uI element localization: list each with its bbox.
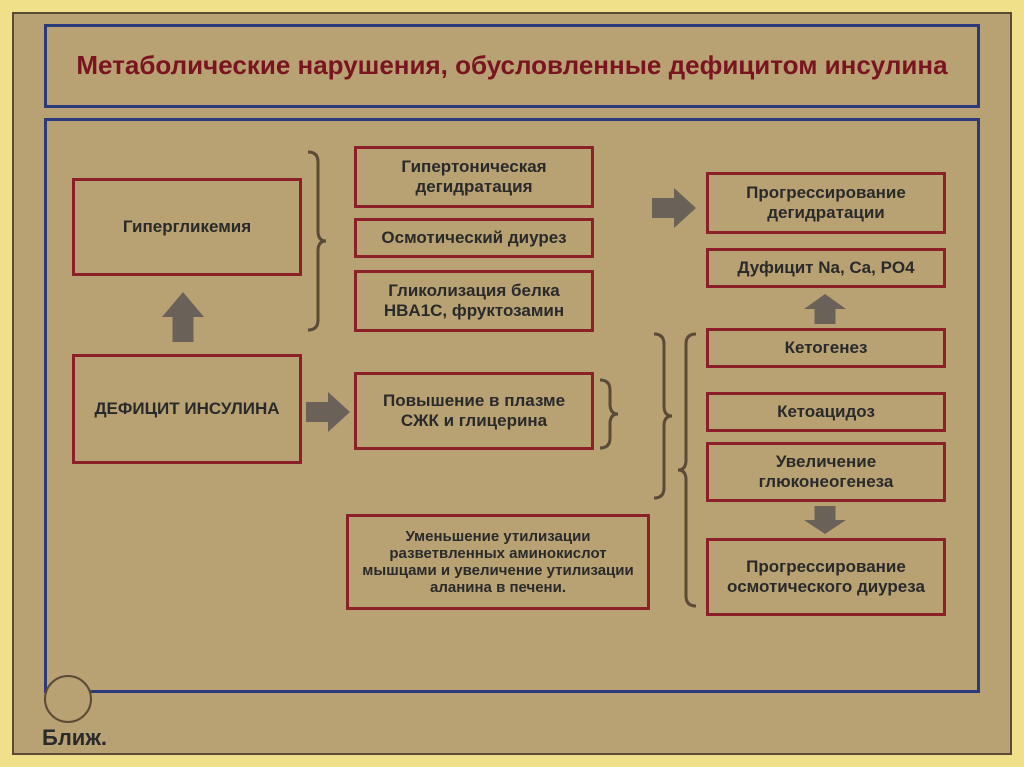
node-label: Кетоацидоз — [777, 402, 875, 422]
node-label: Увеличение глюконеогенеза — [717, 452, 935, 491]
node-label: Кетогенез — [785, 338, 868, 358]
page-outer: Метаболические нарушения, обусловленные … — [0, 0, 1024, 767]
node-glycation: Гликолизация белка HBA1C, фруктозамин — [354, 270, 594, 332]
node-hyperglycemia: Гипергликемия — [72, 178, 302, 276]
node-label: Уменьшение утилизации разветвленных амин… — [357, 528, 639, 597]
node-ketogenesis: Кетогенез — [706, 328, 946, 368]
caption-text: Ближ. — [42, 725, 107, 750]
node-ketoacidosis: Кетоацидоз — [706, 392, 946, 432]
node-label: Прогрессирование дегидратации — [717, 183, 935, 222]
slide: Метаболические нарушения, обусловленные … — [12, 12, 1012, 755]
node-ffa_glycerol: Повышение в плазме СЖК и глицерина — [354, 372, 594, 450]
node-osm_diuresis: Осмотический диурез — [354, 218, 594, 258]
node-insulin_deficit: ДЕФИЦИТ ИНСУЛИНА — [72, 354, 302, 464]
logo-badge — [44, 675, 92, 723]
node-hypo_dehyd: Гипертоническая дегидратация — [354, 146, 594, 208]
node-label: Осмотический диурез — [381, 228, 566, 248]
title-text: Метаболические нарушения, обусловленные … — [76, 51, 947, 81]
node-label: Дуфицит Na, Ca, PO4 — [737, 258, 914, 278]
bottom-caption: Ближ. — [42, 725, 107, 751]
node-label: Гипертоническая дегидратация — [365, 157, 583, 196]
node-label: Прогрессирование осмотического диуреза — [717, 557, 935, 596]
node-prog_dehyd: Прогрессирование дегидратации — [706, 172, 946, 234]
node-gluconeo: Увеличение глюконеогенеза — [706, 442, 946, 502]
node-prog_osm_diur: Прогрессирование осмотического диуреза — [706, 538, 946, 616]
node-bcaa_alanine: Уменьшение утилизации разветвленных амин… — [346, 514, 650, 610]
node-label: Гликолизация белка HBA1C, фруктозамин — [365, 281, 583, 320]
node-label: ДЕФИЦИТ ИНСУЛИНА — [94, 399, 279, 419]
node-deficit_nacapo4: Дуфицит Na, Ca, PO4 — [706, 248, 946, 288]
node-label: Повышение в плазме СЖК и глицерина — [365, 391, 583, 430]
node-label: Гипергликемия — [123, 217, 251, 237]
title-box: Метаболические нарушения, обусловленные … — [44, 24, 980, 108]
